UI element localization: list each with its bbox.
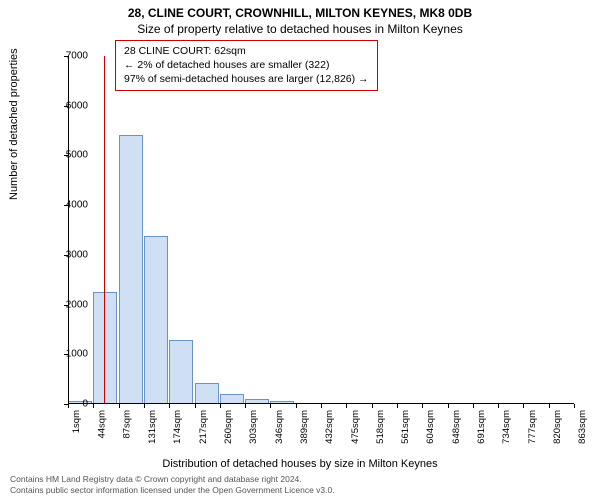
x-tick-label: 1sqm	[71, 410, 82, 433]
chart-area	[68, 56, 574, 404]
y-tick-mark	[64, 305, 68, 306]
x-tick-mark	[574, 404, 575, 408]
x-tick-mark	[448, 404, 449, 408]
info-line-larger: 97% of semi-detached houses are larger (…	[124, 72, 369, 86]
y-tick-mark	[64, 354, 68, 355]
plot-region	[68, 56, 574, 404]
x-tick-label: 87sqm	[122, 410, 133, 439]
x-tick-label: 820sqm	[552, 410, 563, 444]
x-tick-label: 389sqm	[299, 410, 310, 444]
x-tick-mark	[68, 404, 69, 408]
x-tick-mark	[549, 404, 550, 408]
histogram-bar	[93, 292, 117, 404]
x-tick-label: 734sqm	[501, 410, 512, 444]
x-tick-mark	[346, 404, 347, 408]
x-tick-label: 648sqm	[451, 410, 462, 444]
x-tick-label: 44sqm	[96, 410, 107, 439]
info-line-smaller: ← 2% of detached houses are smaller (322…	[124, 58, 369, 72]
x-tick-mark	[523, 404, 524, 408]
footer-line-1: Contains HM Land Registry data © Crown c…	[10, 474, 335, 485]
x-tick-label: 604sqm	[425, 410, 436, 444]
y-tick-label: 3000	[66, 249, 88, 260]
x-tick-label: 561sqm	[400, 410, 411, 444]
chart-subtitle: Size of property relative to detached ho…	[0, 20, 600, 36]
x-tick-label: 475sqm	[349, 410, 360, 444]
x-tick-label: 174sqm	[172, 410, 183, 444]
y-tick-mark	[64, 155, 68, 156]
x-tick-label: 217sqm	[198, 410, 209, 444]
y-tick-mark	[64, 56, 68, 57]
x-tick-label: 691sqm	[476, 410, 487, 444]
x-tick-label: 260sqm	[223, 410, 234, 444]
x-tick-mark	[169, 404, 170, 408]
x-tick-label: 131sqm	[147, 410, 158, 444]
x-tick-mark	[498, 404, 499, 408]
y-tick-label: 4000	[66, 200, 88, 211]
y-tick-label: 2000	[66, 299, 88, 310]
y-tick-mark	[64, 205, 68, 206]
x-axis-label: Distribution of detached houses by size …	[0, 458, 600, 470]
x-tick-label: 432sqm	[324, 410, 335, 444]
y-tick-label: 7000	[66, 51, 88, 62]
x-tick-mark	[270, 404, 271, 408]
x-tick-mark	[372, 404, 373, 408]
info-line-property: 28 CLINE COURT: 62sqm	[124, 44, 369, 58]
histogram-bar	[119, 135, 143, 404]
histogram-bar	[144, 236, 168, 404]
x-tick-mark	[473, 404, 474, 408]
x-tick-label: 863sqm	[577, 410, 588, 444]
x-tick-mark	[93, 404, 94, 408]
x-tick-mark	[397, 404, 398, 408]
x-tick-label: 777sqm	[526, 410, 537, 444]
y-tick-label: 5000	[66, 150, 88, 161]
y-tick-label: 0	[82, 399, 88, 410]
y-axis-label: Number of detached properties	[8, 48, 20, 200]
y-tick-label: 6000	[66, 100, 88, 111]
x-tick-label: 518sqm	[375, 410, 386, 444]
x-tick-mark	[119, 404, 120, 408]
footer-attribution: Contains HM Land Registry data © Crown c…	[10, 474, 335, 496]
x-tick-mark	[144, 404, 145, 408]
chart-title: 28, CLINE COURT, CROWNHILL, MILTON KEYNE…	[0, 0, 600, 20]
x-tick-label: 303sqm	[248, 410, 259, 444]
x-tick-mark	[296, 404, 297, 408]
y-tick-mark	[64, 255, 68, 256]
x-tick-mark	[195, 404, 196, 408]
histogram-bar	[195, 383, 219, 404]
reference-line	[104, 56, 105, 404]
x-tick-label: 346sqm	[273, 410, 284, 444]
x-tick-mark	[220, 404, 221, 408]
histogram-bar	[169, 340, 193, 404]
y-tick-label: 1000	[66, 349, 88, 360]
y-tick-mark	[64, 106, 68, 107]
footer-line-2: Contains public sector information licen…	[10, 485, 335, 496]
info-box: 28 CLINE COURT: 62sqm ← 2% of detached h…	[115, 40, 378, 91]
x-tick-mark	[245, 404, 246, 408]
x-tick-mark	[321, 404, 322, 408]
x-tick-mark	[422, 404, 423, 408]
